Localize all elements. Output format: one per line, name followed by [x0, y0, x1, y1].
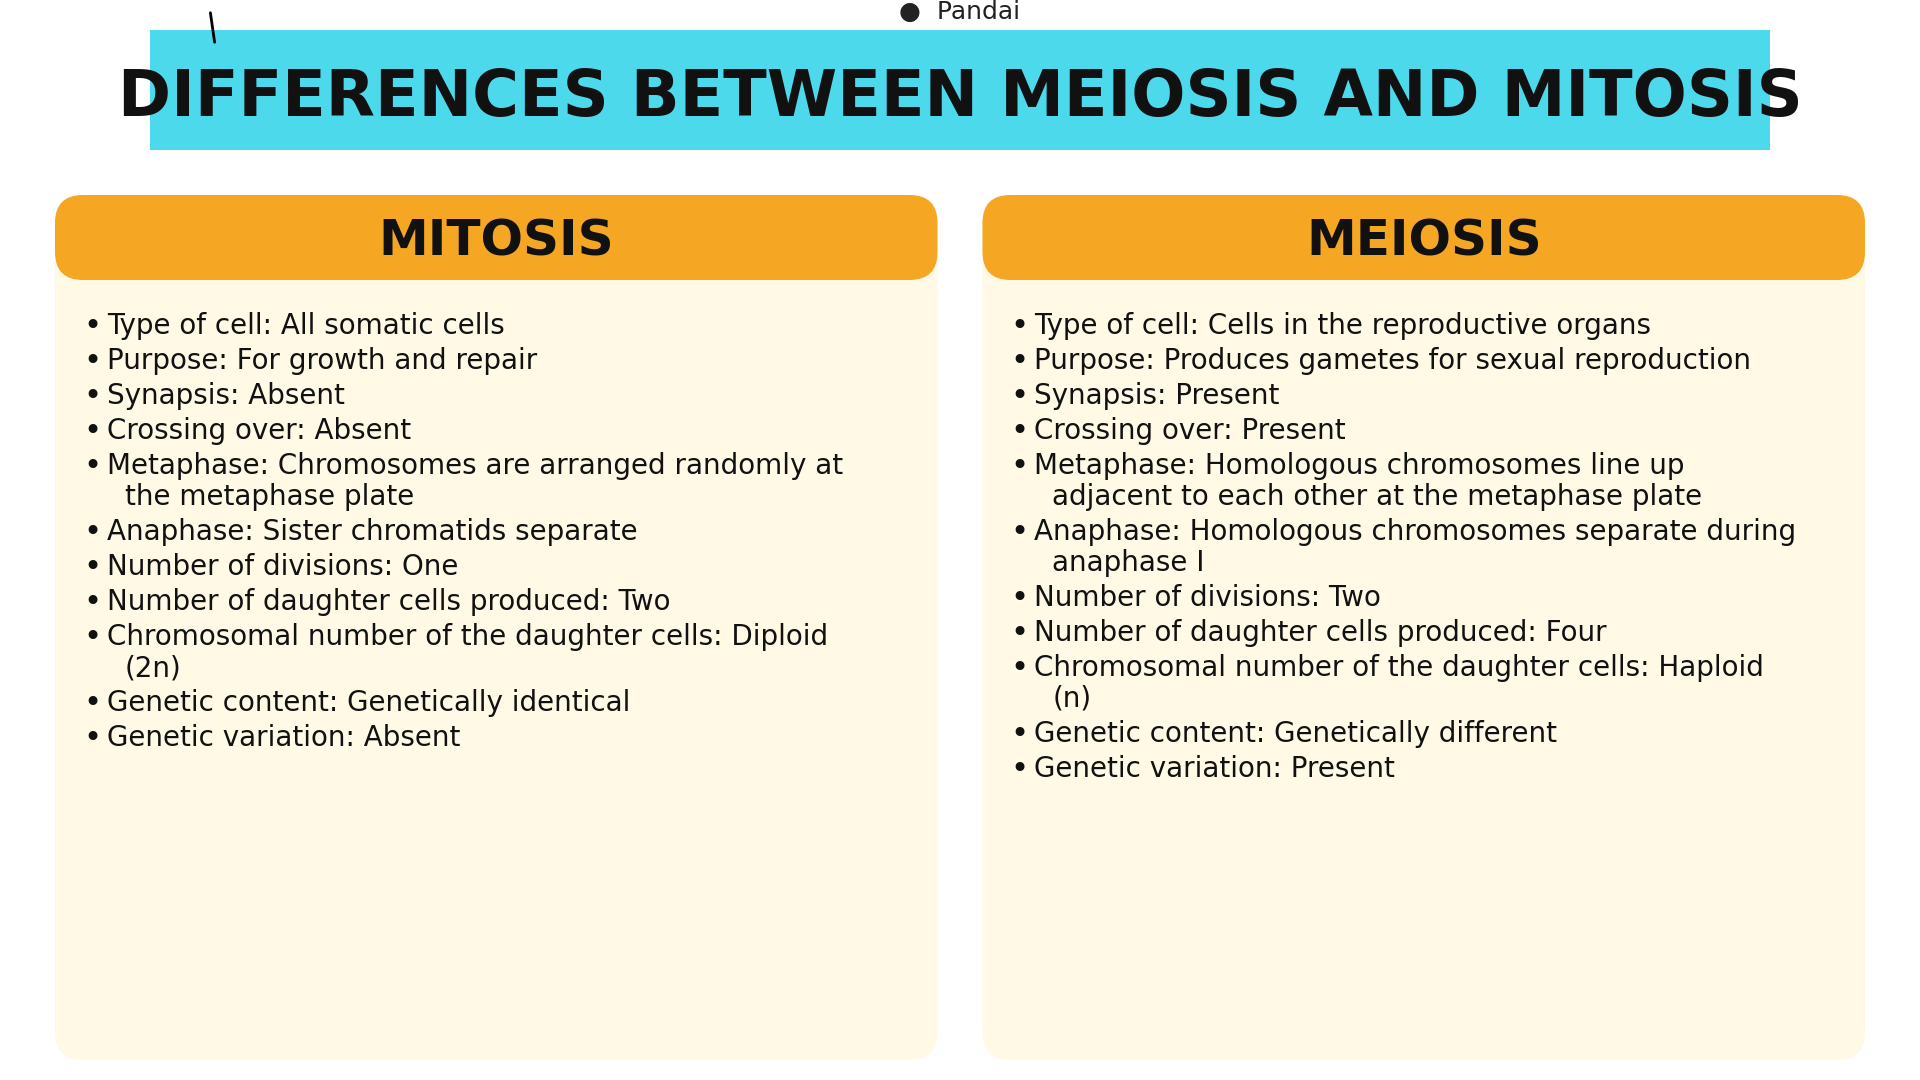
Text: Synapsis: Present: Synapsis: Present [1035, 382, 1281, 410]
Text: •: • [1010, 518, 1029, 546]
Text: •: • [1010, 347, 1029, 376]
Text: anaphase I: anaphase I [1052, 549, 1206, 577]
Text: Metaphase: Homologous chromosomes line up: Metaphase: Homologous chromosomes line u… [1035, 453, 1686, 480]
Text: Genetic content: Genetically identical: Genetic content: Genetically identical [108, 689, 630, 717]
Text: Purpose: For growth and repair: Purpose: For growth and repair [108, 347, 538, 375]
FancyBboxPatch shape [983, 195, 1864, 1059]
Text: Anaphase: Homologous chromosomes separate during: Anaphase: Homologous chromosomes separat… [1035, 518, 1797, 546]
Text: •: • [83, 553, 102, 582]
Text: Number of daughter cells produced: Two: Number of daughter cells produced: Two [108, 588, 670, 616]
Text: •: • [83, 518, 102, 546]
Text: Genetic content: Genetically different: Genetic content: Genetically different [1035, 720, 1557, 748]
Text: •: • [83, 347, 102, 376]
Text: Type of cell: All somatic cells: Type of cell: All somatic cells [108, 312, 505, 340]
Text: Metaphase: Chromosomes are arranged randomly at: Metaphase: Chromosomes are arranged rand… [108, 453, 843, 480]
Text: •: • [83, 417, 102, 446]
Text: DIFFERENCES BETWEEN MEIOSIS AND MITOSIS: DIFFERENCES BETWEEN MEIOSIS AND MITOSIS [117, 67, 1803, 129]
Text: Genetic variation: Present: Genetic variation: Present [1035, 755, 1396, 783]
Text: •: • [83, 689, 102, 718]
Text: Number of divisions: Two: Number of divisions: Two [1035, 584, 1380, 612]
Text: •: • [1010, 312, 1029, 341]
Text: •: • [1010, 619, 1029, 648]
Text: ●  Pandai: ● Pandai [899, 0, 1021, 24]
Text: Crossing over: Absent: Crossing over: Absent [108, 417, 411, 445]
Text: •: • [1010, 654, 1029, 683]
FancyBboxPatch shape [56, 195, 937, 280]
Text: •: • [1010, 453, 1029, 481]
Text: •: • [83, 453, 102, 481]
Text: •: • [83, 588, 102, 617]
Text: •: • [83, 623, 102, 652]
Text: MEIOSIS: MEIOSIS [1306, 217, 1542, 266]
FancyBboxPatch shape [56, 195, 937, 1059]
Text: (2n): (2n) [125, 654, 182, 681]
Text: Number of divisions: One: Number of divisions: One [108, 553, 459, 581]
Text: Number of daughter cells produced: Four: Number of daughter cells produced: Four [1035, 619, 1607, 647]
Text: Chromosomal number of the daughter cells: Haploid: Chromosomal number of the daughter cells… [1035, 654, 1764, 681]
Text: Purpose: Produces gametes for sexual reproduction: Purpose: Produces gametes for sexual rep… [1035, 347, 1751, 375]
Text: •: • [1010, 584, 1029, 613]
Text: Chromosomal number of the daughter cells: Diploid: Chromosomal number of the daughter cells… [108, 623, 828, 651]
Text: Genetic variation: Absent: Genetic variation: Absent [108, 724, 461, 752]
Text: the metaphase plate: the metaphase plate [125, 483, 415, 511]
Text: Crossing over: Present: Crossing over: Present [1035, 417, 1346, 445]
FancyBboxPatch shape [150, 30, 1770, 150]
Text: •: • [83, 312, 102, 341]
Text: MITOSIS: MITOSIS [378, 217, 614, 266]
Text: adjacent to each other at the metaphase plate: adjacent to each other at the metaphase … [1052, 483, 1703, 511]
FancyBboxPatch shape [983, 195, 1864, 280]
Text: •: • [1010, 417, 1029, 446]
Text: Type of cell: Cells in the reproductive organs: Type of cell: Cells in the reproductive … [1035, 312, 1651, 340]
Text: •: • [83, 724, 102, 753]
Text: •: • [1010, 755, 1029, 784]
Text: (n): (n) [1052, 685, 1092, 713]
Text: Anaphase: Sister chromatids separate: Anaphase: Sister chromatids separate [108, 518, 637, 546]
Text: •: • [83, 382, 102, 411]
Text: •: • [1010, 382, 1029, 411]
Text: Synapsis: Absent: Synapsis: Absent [108, 382, 346, 410]
Text: •: • [1010, 720, 1029, 750]
